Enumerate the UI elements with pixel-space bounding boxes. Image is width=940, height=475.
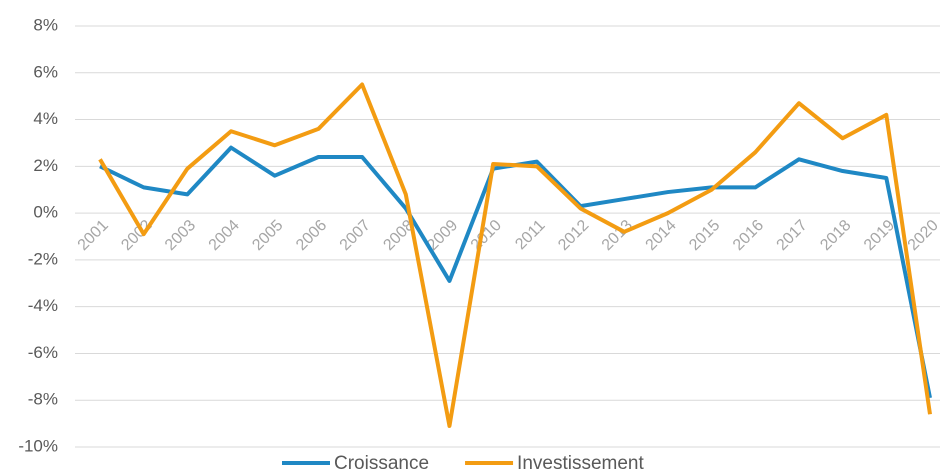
x-tick-label: 2003 [162,217,199,254]
legend: Croissance Investissement [282,453,644,474]
x-tick-label: 2012 [555,217,592,254]
x-tick-label: 2011 [512,217,548,253]
line-series [99,145,932,399]
x-tick-label: 2006 [293,217,330,254]
x-tick-label: 2007 [337,217,374,254]
x-tick-label: 2016 [730,217,767,254]
y-tick-label: -4% [28,296,58,315]
x-tick-label: 2017 [774,217,811,254]
x-tick-label: 2004 [206,217,243,254]
legend-label: Croissance [334,453,429,474]
x-tick-label: 2005 [249,217,286,254]
y-tick-label: -6% [28,343,58,362]
legend-label: Investissement [517,453,644,474]
y-tick-label: 2% [33,156,58,175]
y-tick-label: -8% [28,390,58,409]
y-tick-label: 0% [33,203,58,222]
x-tick-label: 2015 [686,217,723,254]
y-tick-label: -10% [18,436,58,455]
x-tick-label: 2019 [861,217,898,254]
y-tick-label: -2% [28,249,58,268]
line-series [98,82,932,428]
y-tick-label: 4% [33,109,58,128]
x-tick-label: 2018 [817,217,854,254]
y-tick-label: 8% [33,15,58,34]
y-tick-label: 6% [33,62,58,81]
x-tick-label: 2020 [905,217,940,254]
x-tick-label: 2001 [75,217,112,254]
